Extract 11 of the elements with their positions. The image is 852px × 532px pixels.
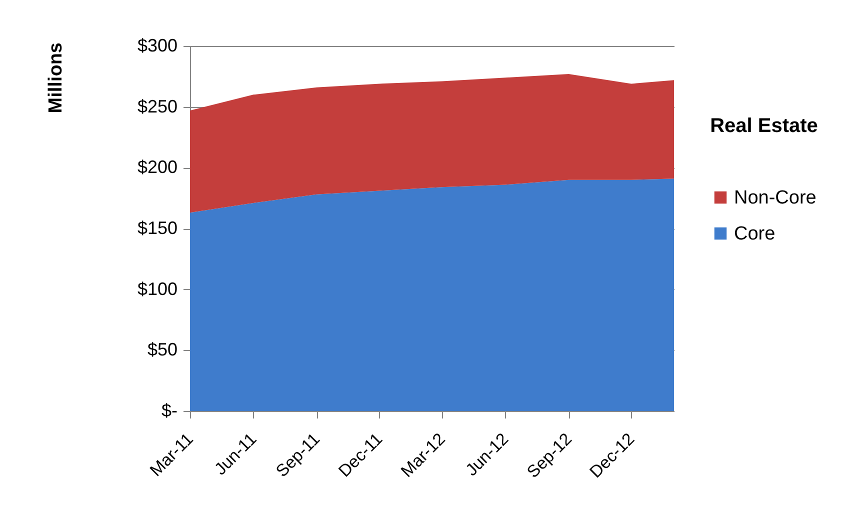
legend-label: Core (734, 224, 776, 244)
legend-label: Non-Core (734, 188, 816, 208)
y-tick-label: $- (161, 400, 178, 420)
y-axis-title: Millions (46, 42, 66, 114)
y-tick-label: $50 (147, 340, 178, 360)
y-tick-label: $200 (137, 157, 178, 178)
y-tick-label: $300 (137, 36, 178, 56)
y-tick-label: $250 (137, 96, 178, 116)
legend-title: Real Estate (710, 115, 818, 137)
y-tick-label: $150 (137, 218, 178, 238)
y-tick-label: $100 (137, 278, 178, 299)
